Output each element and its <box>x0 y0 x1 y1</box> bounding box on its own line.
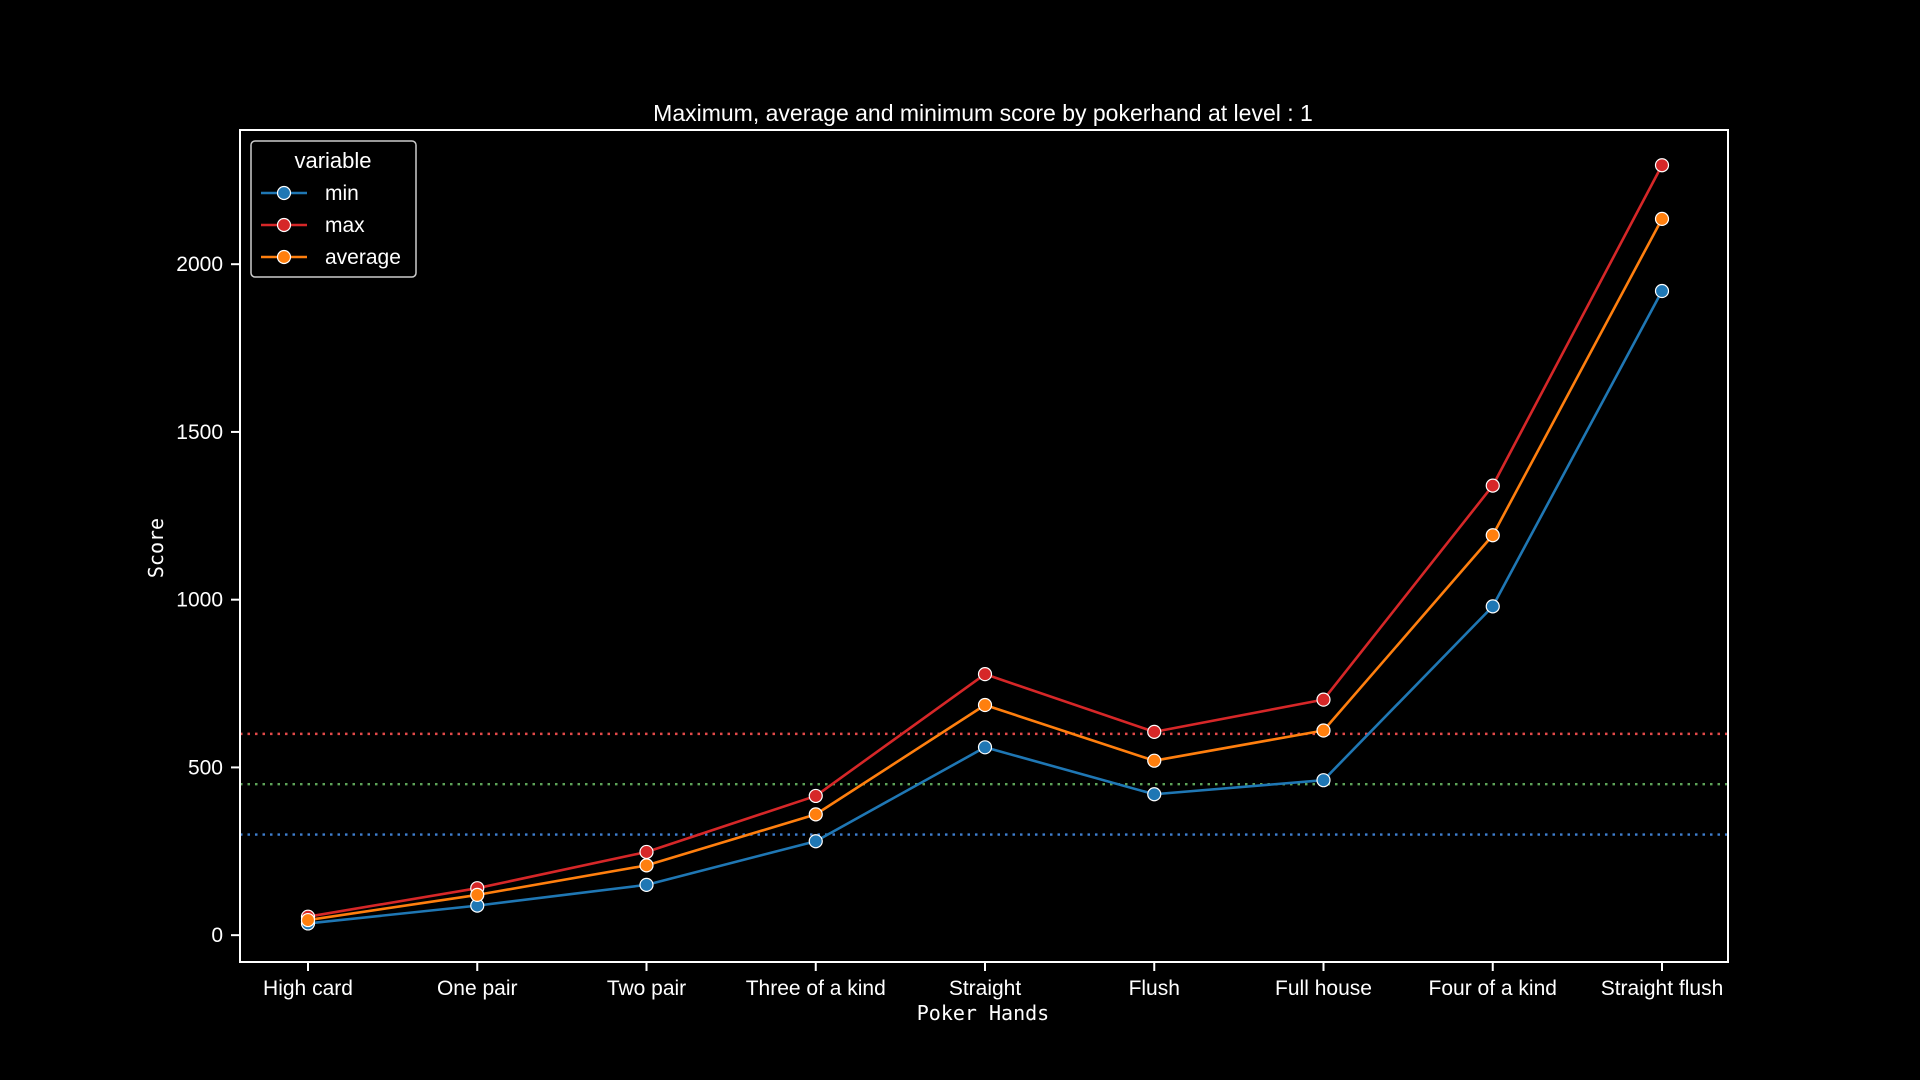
legend-marker-average <box>276 249 292 265</box>
point-min-3 <box>808 834 823 849</box>
x-tick-label: High card <box>263 977 353 1000</box>
reference-lines <box>240 732 1728 836</box>
point-min-4 <box>977 740 993 755</box>
legend-label-max: max <box>325 214 365 237</box>
legend-label-min: min <box>325 182 359 205</box>
x-tick-label: Two pair <box>607 977 686 1000</box>
y-axis: 0 500 1000 1500 2000 <box>176 253 240 947</box>
x-tick-label: Straight <box>949 977 1022 1000</box>
y-axis-label: Score <box>144 518 168 578</box>
legend-label-average: average <box>325 246 401 269</box>
y-tick-label: 500 <box>188 756 223 779</box>
series-line-max <box>307 164 1664 918</box>
point-max-2 <box>639 844 654 860</box>
point-average-0 <box>300 912 316 928</box>
x-tick-label: Straight flush <box>1601 977 1724 1000</box>
point-min-8 <box>1654 283 1670 299</box>
point-max-6 <box>1316 692 1331 707</box>
point-average-8 <box>1654 211 1670 227</box>
point-min-2 <box>639 877 654 892</box>
y-tick-label: 0 <box>211 924 223 947</box>
point-average-2 <box>639 858 654 873</box>
x-tick-label: Flush <box>1129 977 1180 1000</box>
series-line-average <box>307 218 1664 922</box>
series-layer <box>300 158 1670 931</box>
point-average-7 <box>1485 528 1500 543</box>
point-min-6 <box>1316 773 1331 788</box>
x-tick-label: One pair <box>437 977 518 1000</box>
point-min-5 <box>1147 787 1162 802</box>
chart-title: Maximum, average and minimum score by po… <box>653 100 1313 126</box>
point-max-3 <box>808 788 823 804</box>
legend-frame <box>250 140 417 278</box>
legend-marker-min <box>276 185 292 201</box>
x-axis: High card One pair Two pair Three of a kind… <box>263 962 1723 1000</box>
point-average-4 <box>977 697 993 713</box>
x-axis-label: Poker Hands <box>917 1001 1049 1025</box>
point-average-5 <box>1147 753 1162 768</box>
y-tick-label: 1000 <box>176 589 223 612</box>
x-tick-label: Three of a kind <box>746 977 886 1000</box>
legend-title: variable <box>294 148 371 173</box>
point-average-1 <box>470 887 485 903</box>
point-max-4 <box>977 667 993 682</box>
point-max-7 <box>1485 478 1500 493</box>
point-min-7 <box>1485 599 1500 614</box>
x-tick-label: Full house <box>1275 977 1372 1000</box>
legend: variable min max average <box>250 140 417 278</box>
point-average-6 <box>1316 723 1331 738</box>
legend-marker-max <box>276 217 292 233</box>
plot-frame <box>239 129 1729 963</box>
point-average-3 <box>808 807 823 822</box>
y-tick-label: 1500 <box>176 421 223 444</box>
series-line-min <box>307 290 1664 925</box>
point-max-8 <box>1654 158 1670 173</box>
y-tick-label: 2000 <box>176 253 223 276</box>
x-tick-label: Four of a kind <box>1429 977 1557 1000</box>
point-max-5 <box>1147 724 1162 739</box>
